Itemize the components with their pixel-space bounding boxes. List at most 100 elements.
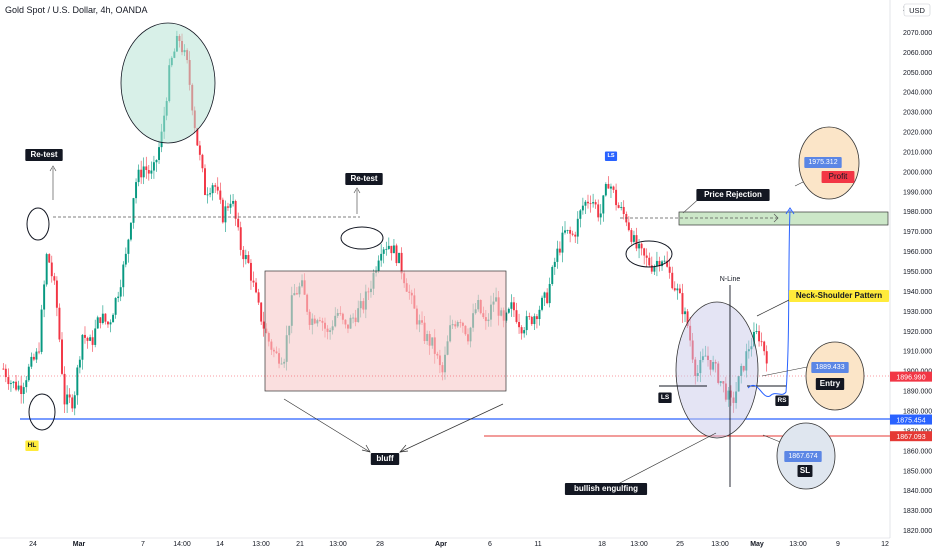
candle-body <box>94 328 97 345</box>
entry-price-tag-box <box>811 362 849 373</box>
currency-button-label: USD <box>909 6 925 15</box>
candle-body <box>53 276 56 281</box>
time-tick-label: 24 <box>29 541 37 548</box>
price-tick-label: 2070.000 <box>903 30 932 37</box>
candle-body <box>581 205 584 211</box>
candle-body <box>38 351 40 353</box>
candle-body <box>668 266 671 273</box>
candle-body <box>643 248 646 256</box>
time-tick-label: 13:00 <box>789 541 807 548</box>
candle-body <box>17 385 20 390</box>
price-tick-label: 1970.000 <box>903 229 932 236</box>
candle-body <box>101 313 104 324</box>
candle-body <box>7 377 10 385</box>
candle-body <box>648 257 651 266</box>
price-tick-label: 2020.000 <box>903 130 932 137</box>
candle-body <box>76 367 79 396</box>
price-tick-label: 1930.000 <box>903 309 932 316</box>
price-tick-label: 1820.000 <box>903 528 932 535</box>
candle-body <box>579 210 582 219</box>
price-tick-label: 1950.000 <box>903 269 932 276</box>
candle-body <box>515 310 518 322</box>
ls-label: LS <box>661 394 670 401</box>
candle-body <box>198 145 201 155</box>
candle-body <box>390 245 393 254</box>
price-line-tag <box>890 371 932 382</box>
entry-label-box <box>815 378 845 390</box>
price-tick-label: 2040.000 <box>903 90 932 97</box>
ls-label-box <box>658 392 672 403</box>
candle-body <box>30 356 33 367</box>
time-tick-label: 13:00 <box>711 541 729 548</box>
candle-body <box>395 245 398 264</box>
retest-circle <box>340 226 384 250</box>
candle-body <box>48 254 51 263</box>
price-tick-label: 1960.000 <box>903 249 932 256</box>
candle-body <box>99 317 102 324</box>
candle-body <box>758 331 761 342</box>
candle-body <box>666 260 669 267</box>
ls-badge-top-box <box>604 151 618 161</box>
candle-body <box>382 249 385 254</box>
symbol-title: Gold Spot / U.S. Dollar, 4h, OANDA <box>5 5 148 15</box>
candle-body <box>520 327 523 334</box>
candle-body <box>239 227 242 250</box>
candle-body <box>518 321 521 328</box>
range-box <box>264 270 507 392</box>
candle-body <box>226 206 229 208</box>
candle-body <box>655 260 658 267</box>
time-tick-label: 14 <box>216 541 224 548</box>
candle-body <box>4 368 7 378</box>
candle-body <box>22 387 25 395</box>
candle-body <box>512 302 515 311</box>
candle-body <box>671 272 674 289</box>
candle-body <box>78 359 81 368</box>
time-tick-label: 7 <box>141 541 145 548</box>
candle-body <box>594 202 597 205</box>
candle-body <box>89 337 92 341</box>
candle-body <box>117 296 120 299</box>
candle-body <box>45 254 48 285</box>
price-line-tag-label: 1867.093 <box>896 434 925 441</box>
candle-body <box>50 262 53 277</box>
hl-circle-bottom <box>28 393 56 431</box>
candle-body <box>553 261 556 267</box>
candle-body <box>609 186 612 189</box>
price-tick-label: 2060.000 <box>903 50 932 57</box>
candle-body <box>530 316 533 325</box>
candle-body <box>249 262 252 281</box>
candle-body <box>533 316 536 325</box>
profit-price-tag: 1975.312 <box>808 159 837 166</box>
candle-body <box>612 186 615 190</box>
candle-body <box>84 334 86 338</box>
price-rejection-label: Price Rejection <box>704 190 762 199</box>
candle-body <box>214 185 217 187</box>
time-tick-label: Mar <box>73 541 86 548</box>
time-tick-label: 18 <box>598 541 606 548</box>
price-line-tag-label: 1875.454 <box>896 418 925 425</box>
currency-button[interactable]: USD <box>903 3 931 17</box>
price-line-tag-label: 1896.990 <box>896 375 925 382</box>
neck-shoulder-label-box <box>788 290 890 302</box>
candle-body <box>244 255 247 260</box>
price-tick-label: 1940.000 <box>903 289 932 296</box>
candle-body <box>398 252 401 264</box>
candle-body <box>25 380 28 388</box>
candle-body <box>541 297 544 310</box>
candle-body <box>635 235 638 249</box>
candle-body <box>571 233 574 235</box>
time-tick-label: 12 <box>881 541 889 548</box>
candle-body <box>201 154 204 169</box>
candle-body <box>262 321 265 329</box>
candle-body <box>510 302 513 309</box>
entry-bubble <box>805 341 865 411</box>
candle-body <box>587 201 589 204</box>
candle-body <box>66 394 69 405</box>
candle-body <box>617 205 620 208</box>
entry-connector <box>761 365 813 377</box>
candle-body <box>219 190 222 200</box>
candle-body <box>135 182 138 199</box>
candle-body <box>658 260 661 267</box>
